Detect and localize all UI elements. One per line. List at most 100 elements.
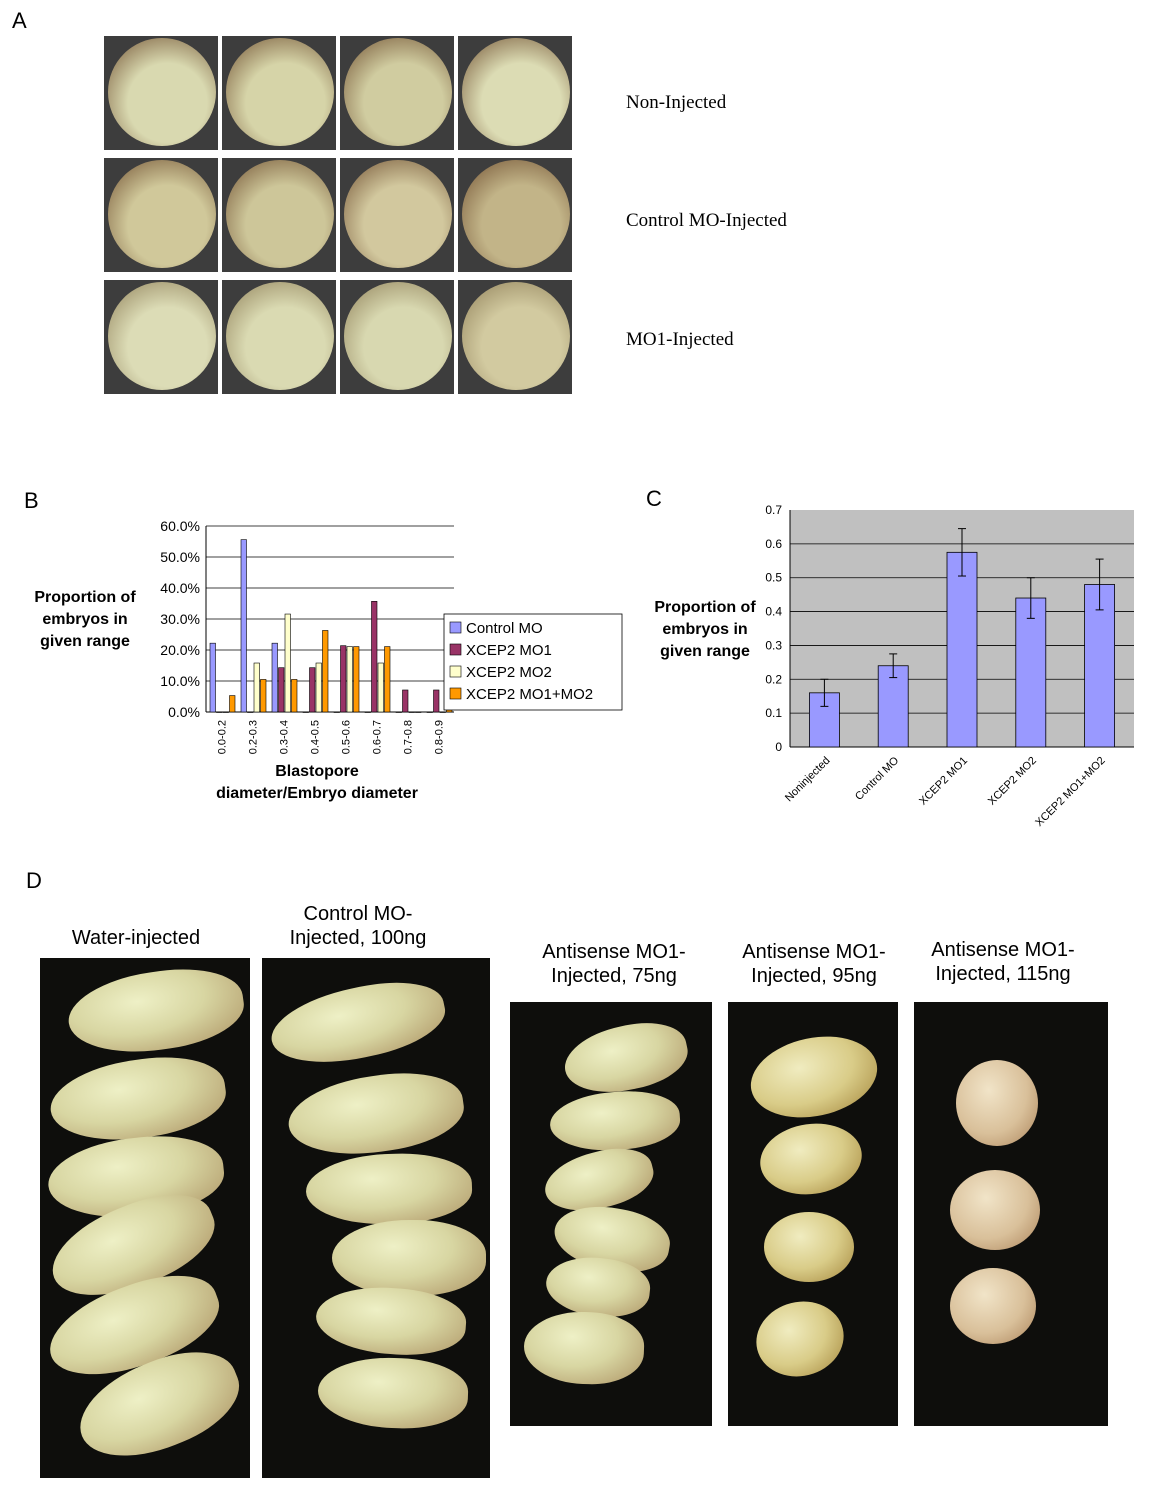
d-label-mo1-115: Antisense MO1- Injected, 115ng (908, 938, 1098, 986)
bar (402, 689, 409, 713)
x-tick-label: 0.7-0.8 (403, 720, 415, 754)
bar (315, 662, 322, 713)
panel-c-chart: 0 0.1 0.2 0.3 0.4 0.5 0.6 0.7 Noninjected Control… (640, 500, 1150, 840)
row-label-control-mo: Control MO-Injected (626, 210, 787, 231)
embryo (950, 1268, 1036, 1344)
bar (946, 551, 978, 748)
embryo (344, 38, 452, 146)
bar (222, 711, 229, 713)
mean-bar-svg: 0 0.1 0.2 0.3 0.4 0.5 0.6 0.7 Noninjected Control… (654, 503, 1134, 829)
panel-b-chart: 0.0% 10.0% 20.0% 30.0% 40.0% 50.0% 60.0% 0.0-0.… (20, 510, 640, 810)
bar (260, 679, 267, 713)
legend-label: XCEP2 MO2 (466, 664, 552, 681)
embryo (63, 960, 249, 1062)
histogram-svg: 0.0% 10.0% 20.0% 30.0% 40.0% 50.0% 60.0% 0.0-0.… (34, 518, 623, 802)
x-tick-label: 0.3-0.4 (279, 720, 291, 754)
x-tick-label: 0.8-0.9 (434, 720, 446, 754)
bar (333, 711, 340, 713)
bar (364, 711, 371, 713)
bar (371, 601, 378, 713)
y-tick-label: 0 (775, 740, 782, 754)
y-tick-label: 10.0% (160, 673, 200, 689)
bar (322, 630, 329, 713)
x-tick-label: Control MO (853, 754, 902, 803)
d-label-mo1-75-line1: Antisense MO1- (542, 941, 686, 963)
y-tick-label: 60.0% (160, 518, 200, 534)
embryo (764, 1212, 854, 1282)
d-label-water: Water-injected (40, 926, 232, 950)
bar (278, 667, 285, 713)
embryo (462, 282, 570, 390)
y-axis-title: embryos in (662, 621, 747, 638)
d-label-mo1-115-line2: Injected, 115ng (935, 963, 1071, 985)
bar (377, 662, 384, 713)
y-tick-label: 20.0% (160, 642, 200, 658)
x-axis-title: diameter/Embryo diameter (216, 785, 418, 802)
y-tick-label: 0.3 (765, 638, 782, 652)
bar (340, 645, 347, 713)
bar (284, 613, 291, 713)
y-axis-title: embryos in (42, 611, 127, 628)
bar (346, 646, 353, 713)
x-tick-label: 0.0-0.2 (217, 720, 229, 754)
bar (353, 646, 360, 713)
embryo (304, 1151, 474, 1227)
embryo (283, 1064, 469, 1164)
bar (415, 711, 422, 713)
embryo (344, 160, 452, 268)
embryo (316, 1355, 470, 1431)
d-label-control-line2: Injected, 100ng (289, 927, 427, 949)
d-label-mo1-75-line2: Injected, 75ng (551, 965, 677, 987)
row-label-non-injected: Non-Injected (626, 92, 727, 113)
embryo (558, 1013, 694, 1103)
embryo (462, 160, 570, 268)
y-tick-label: 0.7 (765, 503, 782, 517)
embryo-image (104, 36, 218, 150)
bar (271, 642, 278, 713)
x-tick-label: XCEP2 MO1+MO2 (1033, 755, 1107, 829)
panel-a-letter: A (12, 8, 27, 33)
panel-c-letter: C (646, 486, 662, 511)
d-label-control-line1: Control MO- (303, 903, 413, 925)
legend-swatch (449, 665, 462, 678)
d-label-mo1-115-line1: Antisense MO1- (931, 939, 1075, 961)
bar (433, 689, 440, 713)
embryo-image (340, 280, 454, 394)
d-label-mo1-95: Antisense MO1- Injected, 95ng (716, 940, 912, 988)
y-tick-label: 0.2 (765, 672, 782, 686)
x-tick-label: 0.6-0.7 (372, 720, 384, 754)
bar (395, 711, 402, 713)
photo-mo1-75ng (510, 1002, 712, 1426)
embryo (108, 160, 216, 268)
embryo (950, 1170, 1040, 1250)
embryo (548, 1087, 682, 1155)
d-label-mo1-95-line2: Injected, 95ng (751, 965, 877, 987)
bar (209, 642, 216, 713)
embryo (264, 970, 452, 1076)
y-axis-title: given range (40, 633, 130, 650)
embryo (344, 282, 452, 390)
embryo-image (222, 36, 336, 150)
bar (439, 711, 446, 713)
bar (1084, 584, 1116, 748)
bar (408, 711, 415, 713)
bar (247, 711, 254, 713)
embryo (332, 1220, 486, 1296)
y-tick-label: 0.5 (765, 571, 782, 585)
y-axis-title: Proportion of (654, 599, 756, 616)
embryo (45, 1048, 231, 1150)
legend-label: Control MO (466, 620, 543, 637)
embryo-image (458, 280, 572, 394)
embryo (755, 1117, 867, 1201)
embryo (226, 38, 334, 146)
y-tick-label: 0.4 (765, 605, 782, 619)
photo-control-mo (262, 958, 490, 1478)
x-tick-label: 0.2-0.3 (248, 720, 260, 754)
bar (426, 711, 433, 713)
bar (309, 667, 316, 713)
x-tick-label: 0.4-0.5 (310, 720, 322, 754)
row-label-mo1: MO1-Injected (626, 329, 734, 350)
y-tick-label: 40.0% (160, 580, 200, 596)
y-tick-label: 0.0% (168, 704, 200, 720)
embryo-image (104, 158, 218, 272)
